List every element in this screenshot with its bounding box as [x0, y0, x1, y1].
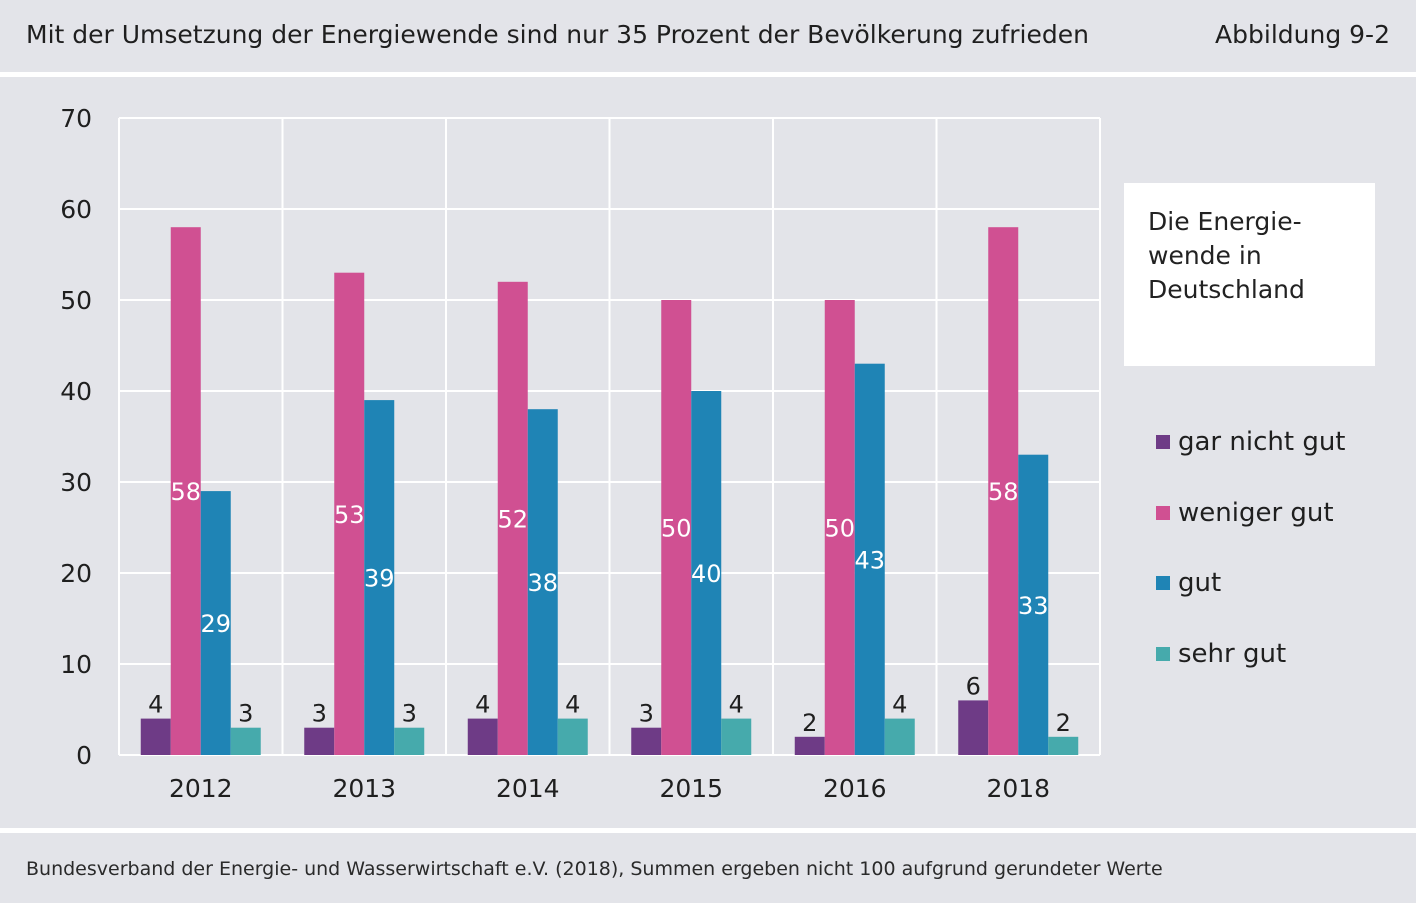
x-tick-label: 2016 [823, 774, 887, 803]
bar [527, 409, 558, 755]
x-tick-label: 2015 [659, 774, 723, 803]
legend-item-gar-nicht-gut: gar nicht gut [1156, 427, 1346, 457]
y-tick-label: 40 [60, 377, 92, 406]
data-label: 40 [691, 560, 722, 588]
legend-label: gar nicht gut [1178, 427, 1346, 457]
data-label: 29 [200, 610, 231, 638]
bar [988, 227, 1019, 755]
legend-swatch [1156, 647, 1170, 661]
y-tick-label: 30 [60, 468, 92, 497]
bar [304, 727, 335, 755]
bar [691, 391, 722, 755]
bar [140, 718, 171, 755]
bar [958, 700, 989, 755]
bar [230, 727, 261, 755]
y-tick-label: 70 [60, 104, 92, 133]
data-label: 2 [1056, 709, 1071, 737]
data-label: 4 [565, 691, 580, 719]
legend-label: gut [1178, 568, 1222, 598]
y-tick-label: 20 [60, 559, 92, 588]
bar [854, 363, 885, 755]
legend-label: weniger gut [1178, 498, 1334, 528]
legend-title-line: Die Energie- [1148, 207, 1302, 236]
bar [170, 227, 201, 755]
data-label: 50 [661, 515, 692, 543]
y-tick-label: 0 [76, 741, 92, 770]
legend-swatch [1156, 576, 1170, 590]
legend-item-sehr-gut: sehr gut [1156, 639, 1286, 669]
data-label: 3 [639, 700, 654, 728]
legend-label: sehr gut [1178, 639, 1287, 669]
data-label: 53 [334, 501, 365, 529]
legend-title: Die Energie- wende in Deutschland [1148, 205, 1348, 307]
data-label: 4 [892, 691, 907, 719]
bar [1018, 454, 1049, 755]
y-tick-label: 60 [60, 195, 92, 224]
x-tick-label: 2012 [169, 774, 233, 803]
bar [824, 300, 855, 755]
chart-title: Mit der Umsetzung der Energiewende sind … [26, 20, 1089, 49]
bar [884, 718, 915, 755]
bar [721, 718, 752, 755]
data-label: 4 [475, 691, 490, 719]
figure-number: Abbildung 9-2 [1215, 20, 1390, 49]
bar [794, 736, 825, 755]
data-label: 2 [802, 709, 817, 737]
bar [334, 272, 365, 755]
bar [394, 727, 425, 755]
data-label: 4 [148, 691, 163, 719]
data-label: 3 [312, 700, 327, 728]
data-label: 33 [1018, 592, 1049, 620]
data-label: 3 [402, 700, 417, 728]
x-tick-label: 2013 [332, 774, 396, 803]
source-note: Bundesverband der Energie- und Wasserwir… [26, 858, 1163, 880]
data-label: 58 [988, 478, 1019, 506]
bar [631, 727, 662, 755]
x-tick-label: 2018 [986, 774, 1050, 803]
data-label: 50 [824, 515, 855, 543]
bar [467, 718, 498, 755]
legend-item-gut: gut [1156, 568, 1221, 598]
legend-title-line: Deutschland [1148, 275, 1305, 304]
y-tick-label: 10 [60, 650, 92, 679]
bar [557, 718, 588, 755]
data-label: 6 [966, 672, 981, 700]
data-label: 43 [854, 546, 885, 574]
bar [661, 300, 692, 755]
legend-title-line: wende in [1148, 241, 1262, 270]
x-tick-label: 2014 [496, 774, 560, 803]
data-label: 58 [170, 478, 201, 506]
top-divider [0, 72, 1416, 77]
data-label: 39 [364, 565, 395, 593]
data-label: 4 [729, 691, 744, 719]
legend-item-weniger-gut: weniger gut [1156, 498, 1334, 528]
bottom-divider [0, 828, 1416, 833]
data-label: 52 [497, 505, 528, 533]
bar [200, 491, 231, 755]
legend-title-box: Die Energie- wende in Deutschland [1124, 183, 1375, 366]
header: Mit der Umsetzung der Energiewende sind … [0, 0, 1416, 72]
y-tick-label: 50 [60, 286, 92, 315]
bar [497, 281, 528, 755]
data-label: 38 [527, 569, 558, 597]
legend-swatch [1156, 435, 1170, 449]
bar [1048, 736, 1079, 755]
data-label: 3 [238, 700, 253, 728]
bar [364, 400, 395, 755]
legend-swatch [1156, 506, 1170, 520]
